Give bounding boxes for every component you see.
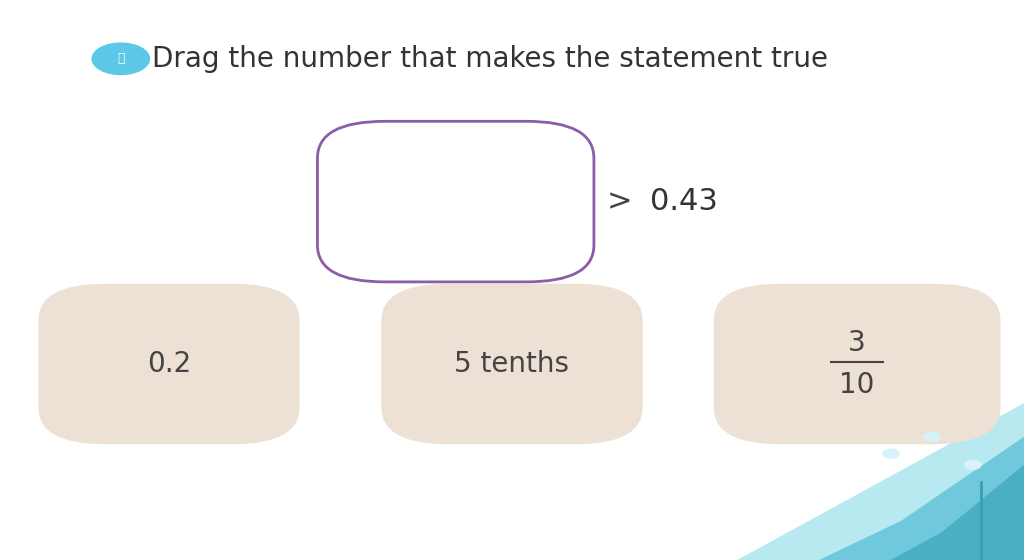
Polygon shape: [891, 465, 1024, 560]
Text: Drag the number that makes the statement true: Drag the number that makes the statement…: [152, 45, 827, 73]
Polygon shape: [737, 403, 1024, 560]
Text: 0.43: 0.43: [650, 187, 718, 216]
Circle shape: [92, 43, 150, 74]
Circle shape: [883, 449, 899, 458]
Polygon shape: [819, 437, 1024, 560]
FancyBboxPatch shape: [317, 122, 594, 282]
Text: 5 tenths: 5 tenths: [455, 350, 569, 378]
Circle shape: [924, 432, 940, 441]
Circle shape: [965, 460, 981, 469]
FancyBboxPatch shape: [39, 284, 299, 444]
FancyBboxPatch shape: [381, 284, 643, 444]
Text: 0.2: 0.2: [146, 350, 191, 378]
Text: >: >: [607, 187, 632, 216]
Text: 10: 10: [840, 371, 874, 399]
Text: 🔊: 🔊: [117, 52, 125, 66]
Text: 3: 3: [848, 329, 866, 357]
FancyBboxPatch shape: [714, 284, 1000, 444]
